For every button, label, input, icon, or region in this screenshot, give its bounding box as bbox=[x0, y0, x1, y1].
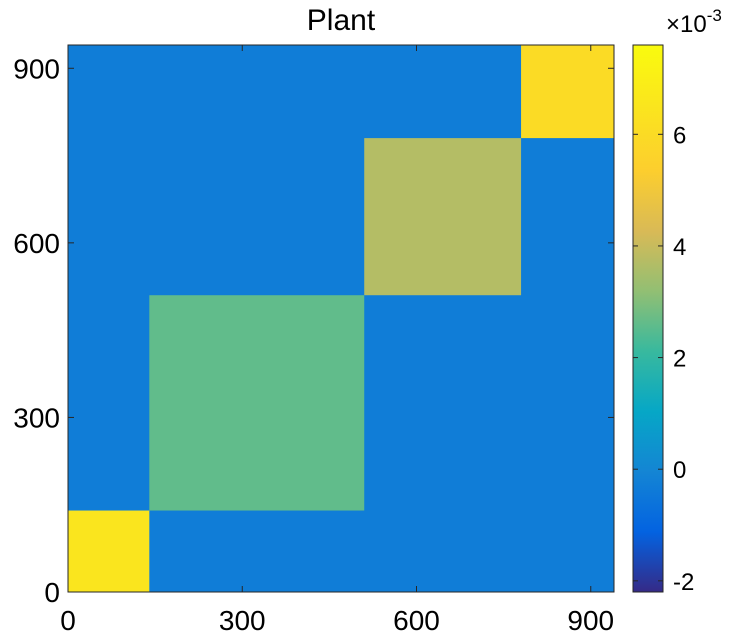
colorbar-tick-label: 6 bbox=[673, 122, 686, 149]
x-tick-label: 0 bbox=[60, 605, 76, 636]
x-tick-label: 600 bbox=[393, 605, 440, 636]
heatmap-block-2 bbox=[149, 295, 365, 511]
colorbar-multiplier-exponent: -3 bbox=[707, 6, 722, 25]
plot-frame bbox=[67, 44, 615, 593]
colorbar-tick-label: 0 bbox=[673, 457, 686, 484]
colorbar-multiplier-base: ×10 bbox=[666, 11, 707, 38]
colorbar bbox=[632, 44, 664, 593]
y-tick-label: 0 bbox=[44, 577, 60, 608]
colorbar-tick-label: 2 bbox=[673, 346, 686, 373]
x-tick-label: 900 bbox=[567, 605, 614, 636]
colorbar-tick-label: -2 bbox=[673, 569, 694, 596]
y-tick-label: 900 bbox=[13, 53, 60, 84]
x-axis: 0 300 600 900 bbox=[60, 45, 614, 636]
heatmap-block-1 bbox=[68, 510, 150, 592]
y-tick-label: 300 bbox=[13, 402, 60, 433]
y-axis: 0 300 600 900 bbox=[13, 53, 614, 608]
x-tick-label: 300 bbox=[219, 605, 266, 636]
y-tick-label: 600 bbox=[13, 228, 60, 259]
heatmap-plot-area bbox=[68, 45, 614, 592]
colorbar-tick-label: 4 bbox=[673, 234, 686, 261]
colorbar-multiplier: ×10-3 bbox=[666, 6, 722, 38]
chart-title: Plant bbox=[307, 4, 376, 37]
heatmap-block-4 bbox=[521, 45, 614, 139]
colorbar-axis: -2 0 2 4 6 bbox=[633, 122, 694, 596]
heatmap-block-3 bbox=[364, 138, 522, 296]
